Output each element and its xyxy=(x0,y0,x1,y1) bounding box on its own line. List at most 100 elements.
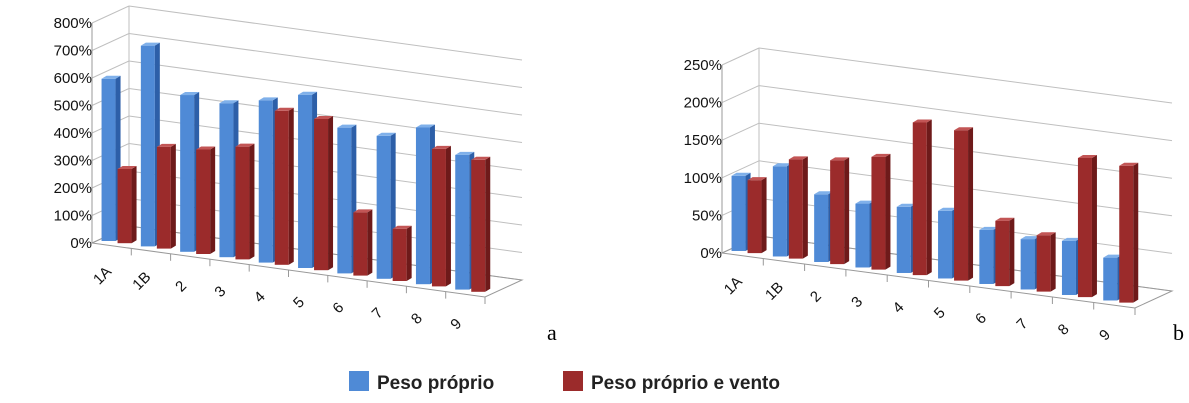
bar-side xyxy=(1009,217,1015,287)
gridline-back xyxy=(758,85,1173,142)
bar-b-1B-s1 xyxy=(772,166,787,257)
bar-side xyxy=(885,153,891,270)
bar-a-6-s2 xyxy=(353,212,368,276)
y-tick-label: 150% xyxy=(684,132,722,149)
bar-top xyxy=(101,75,121,79)
bar-a-5-s1 xyxy=(298,94,313,268)
gridline-back xyxy=(128,33,523,88)
gridline-side xyxy=(721,122,760,141)
y-tick-label: 0% xyxy=(700,245,722,262)
legend-swatch-peso-proprio-e-vento xyxy=(563,371,583,391)
bar-b-6-s1 xyxy=(979,229,994,284)
x-tick-label: 9 xyxy=(1096,326,1114,344)
bar-top xyxy=(235,143,255,147)
bar-side xyxy=(406,225,412,281)
bar-a-1B-s1 xyxy=(140,45,155,247)
gridline-side xyxy=(721,160,760,179)
legend-swatch-peso-proprio xyxy=(349,371,369,391)
x-tick-label: 6 xyxy=(329,299,347,317)
x-tick-label: 8 xyxy=(1055,321,1073,339)
chart-b: 0% 50% 100% 150% 200% 250% 1A 1B 2 3 4 5 6 7 8 9 xyxy=(684,47,1174,344)
bar-top xyxy=(376,132,396,136)
bar-top xyxy=(995,217,1015,221)
bar-top xyxy=(431,145,451,149)
bar-top xyxy=(117,165,137,169)
x-tick-label: 3 xyxy=(212,283,230,301)
x-tick-label: 7 xyxy=(1013,315,1031,333)
y-tick-label: 100% xyxy=(54,208,92,225)
panel-label-b: b xyxy=(1173,320,1184,345)
legend-label-peso-proprio: Peso próprio xyxy=(377,373,494,394)
bar-top xyxy=(156,143,176,147)
legend: Peso próprio Peso próprio e vento xyxy=(349,371,780,394)
bar-a-2-s1 xyxy=(180,95,195,252)
bar-top xyxy=(455,151,475,155)
gridline-side xyxy=(91,60,130,79)
bar-side xyxy=(1091,154,1097,298)
bar-top xyxy=(314,115,334,119)
bar-b-9-s1 xyxy=(1103,257,1118,301)
bar-side xyxy=(485,156,491,292)
x-tick-label: 5 xyxy=(931,304,949,322)
y-tick-label: 250% xyxy=(684,57,722,74)
bar-side xyxy=(328,115,334,271)
gridline-side xyxy=(91,33,130,51)
bar-top xyxy=(938,207,958,211)
x-tick-label: 1B xyxy=(129,269,154,294)
x-tick-label: 1B xyxy=(762,279,787,304)
bar-side xyxy=(926,119,932,276)
bar-top xyxy=(871,153,891,157)
y-tick-label: 0% xyxy=(70,235,92,252)
gridline-back xyxy=(128,60,523,116)
bar-a-3-s1 xyxy=(219,103,234,258)
bar-b-2-s1 xyxy=(814,194,829,262)
bar-top xyxy=(855,200,875,204)
bar-b-1B-s2 xyxy=(788,159,803,259)
bar-b-6-s2 xyxy=(995,220,1010,287)
bar-side xyxy=(1133,162,1139,303)
y-tick-label: 50% xyxy=(692,207,722,224)
bar-top xyxy=(772,163,792,167)
bar-a-5-s2 xyxy=(314,118,329,271)
bar-b-7-s1 xyxy=(1020,239,1035,290)
bar-a-6-s1 xyxy=(337,127,352,274)
y-tick-label: 300% xyxy=(54,153,92,170)
bar-a-9-s2 xyxy=(471,159,486,292)
bar-b-8-s1 xyxy=(1061,240,1076,295)
x-tick-label: 4 xyxy=(890,299,908,317)
gridline-side xyxy=(721,47,760,66)
bar-top xyxy=(337,124,357,128)
bar-side xyxy=(445,145,451,287)
bar-b-7-s2 xyxy=(1036,235,1051,292)
bar-top xyxy=(830,157,850,161)
bar-side xyxy=(968,127,974,281)
bar-a-1B-s2 xyxy=(156,146,171,249)
bar-b-3-s1 xyxy=(855,203,870,268)
x-tick-label: 4 xyxy=(251,288,269,306)
chart-a: 0% 100% 200% 300% 400% 500% 600% 700% 800% 1A 1B 2 3… xyxy=(54,5,524,333)
bar-top xyxy=(392,225,412,229)
bar-top xyxy=(1103,254,1123,258)
bar-b-5-s1 xyxy=(938,210,953,279)
x-tick-label: 3 xyxy=(848,293,866,311)
bar-top xyxy=(219,100,239,104)
bar-b-4-s2 xyxy=(912,122,927,276)
bar-side xyxy=(367,209,373,276)
bar-a-4-s1 xyxy=(258,100,273,263)
x-tick-label: 2 xyxy=(172,278,190,296)
bar-side xyxy=(288,107,294,265)
x-tick-label: 5 xyxy=(290,294,308,312)
y-tick-label: 400% xyxy=(54,125,92,142)
x-tick-label: 6 xyxy=(972,310,990,328)
y-tick-label: 200% xyxy=(54,180,92,197)
bar-top xyxy=(1020,236,1040,240)
bar-top xyxy=(1077,154,1097,158)
gridline-side xyxy=(91,5,130,24)
y-tick-label: 200% xyxy=(684,95,722,112)
bar-b-1A-s2 xyxy=(747,180,762,254)
bar-side xyxy=(761,177,767,254)
bar-top xyxy=(274,107,294,111)
bar-top xyxy=(896,203,916,207)
x-tick-label: 8 xyxy=(408,310,426,328)
bar-top xyxy=(180,92,200,96)
